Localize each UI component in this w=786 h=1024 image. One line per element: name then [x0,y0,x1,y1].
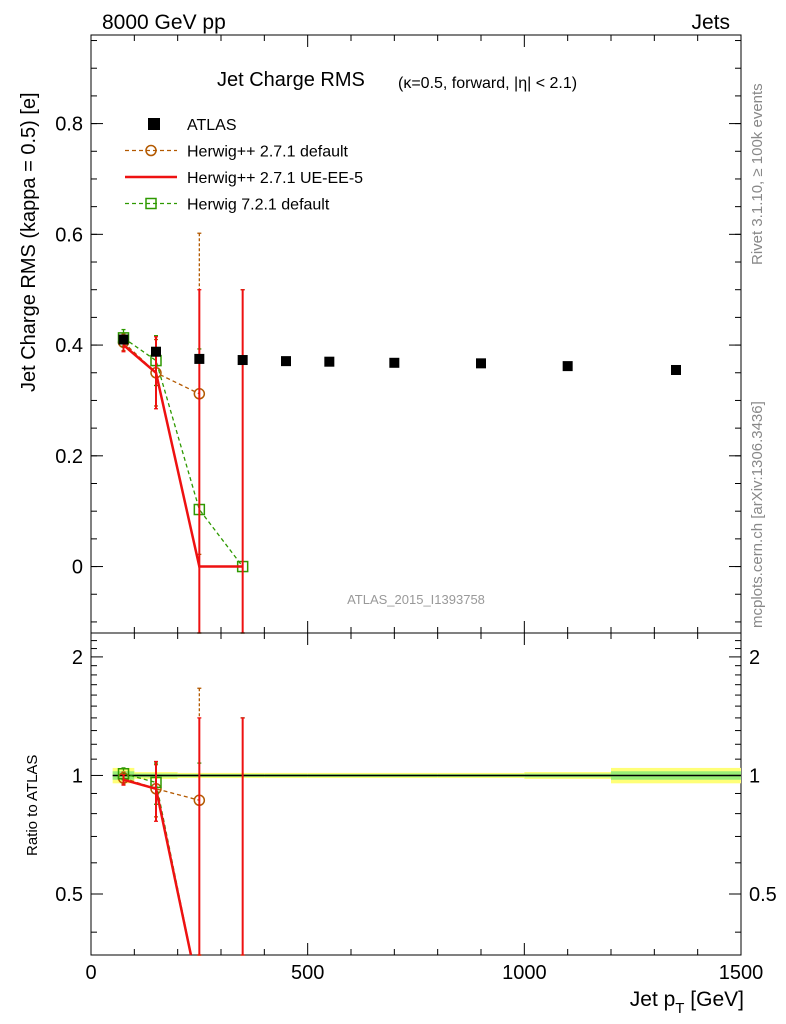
main-data-marks [117,232,681,634]
legend-herwig-2-7-1-ue-ee-5-label: Herwig++ 2.7.1 UE-EE-5 [187,170,363,187]
legend-atlas-label: ATLAS [187,117,237,134]
ratio-plot: 0.5 0.5 1 1 2 2 0 500 1000 1500 Ratio to ATLAS [24,632,777,984]
analysis-watermark: ATLAS_2015_I1393758 [347,592,485,607]
x-tick-label: 1000 [502,962,547,984]
main-title: Jet Charge RMS [217,69,365,91]
ratio-data-marks [117,687,245,956]
y-tick-label: 0.8 [55,114,83,136]
atlas-point [237,355,248,366]
main-plot: 0 0.2 0.4 0.6 0.8 Jet Charge RMS (κ=0.5, for… [18,34,742,634]
atlas-point [389,357,400,368]
legend-herwig-7-2-1-default-label: Herwig 7.2.1 default [187,197,330,214]
main-subtitle: (κ=0.5, forward, |η| < 2.1) [398,75,577,92]
herwig-2-7-1-default-line [123,341,200,395]
x-tick-label: 0 [85,962,96,984]
ratio-herwig-2-7-1-ue-ee-5-line [123,778,193,956]
ratio-y-tick-label: 0.5 [55,884,83,906]
ratio-herwig-2-7-1-default-line [123,777,200,801]
header-energy-label: 8000 GeV pp [102,11,226,34]
y-tick-label: 0 [72,557,83,579]
atlas-point [324,356,335,367]
ratio-plot-frame [90,632,742,956]
ratio-y-axis-label: Ratio to ATLAS [24,755,41,856]
x-tick-label: 1500 [719,962,764,984]
atlas-point [151,346,161,357]
x-tick-label: 500 [291,962,324,984]
atlas-point [281,356,291,367]
ratio-axis-ticks: 0.5 0.5 1 1 2 2 0 500 1000 1500 [55,633,777,984]
atlas-point [562,361,573,372]
rivet-version-label: Rivet 3.1.10, ≥ 100k events [749,83,766,265]
atlas-point [476,358,486,369]
y-tick-label: 0.2 [55,446,83,468]
y-tick-label: 0.6 [55,224,83,246]
herwig-7-2-1-default-line [123,337,244,567]
x-axis-label: Jet pT [GeV] [630,988,744,1017]
herwig-2-7-1-ue-ee-5-line [122,344,243,568]
ratio-y-tick-label: 1 [72,765,83,787]
legend-herwig-7-2-1-default-symbol [145,197,157,210]
legend-atlas-symbol [148,118,160,130]
legend-herwig-2-7-1-default-symbol [145,144,157,157]
legend: ATLAS Herwig++ 2.7.1 default Herwig++ 2.7.… [125,117,363,214]
atlas-point [118,334,129,345]
ratio-y-tick-label-right: 0.5 [749,884,777,906]
ratio-y-tick-label-right: 1 [749,765,760,787]
main-axis-ticks: 0 0.2 0.4 0.6 0.8 [55,35,742,633]
atlas-point [194,353,205,364]
ratio-y-tick-label-right: 2 [749,647,760,669]
ratio-y-tick-label: 2 [72,647,83,669]
atlas-point [671,364,681,375]
header-category-label: Jets [691,11,730,34]
legend-herwig-2-7-1-default-label: Herwig++ 2.7.1 default [187,144,349,161]
mcplots-source-label: mcplots.cern.ch [arXiv:1306.3436] [749,401,766,628]
main-y-axis-label: Jet Charge RMS (kappa = 0.5) [e] [18,92,40,392]
ratio-uncertainty-band [112,767,741,784]
y-tick-label: 0.4 [55,335,83,357]
